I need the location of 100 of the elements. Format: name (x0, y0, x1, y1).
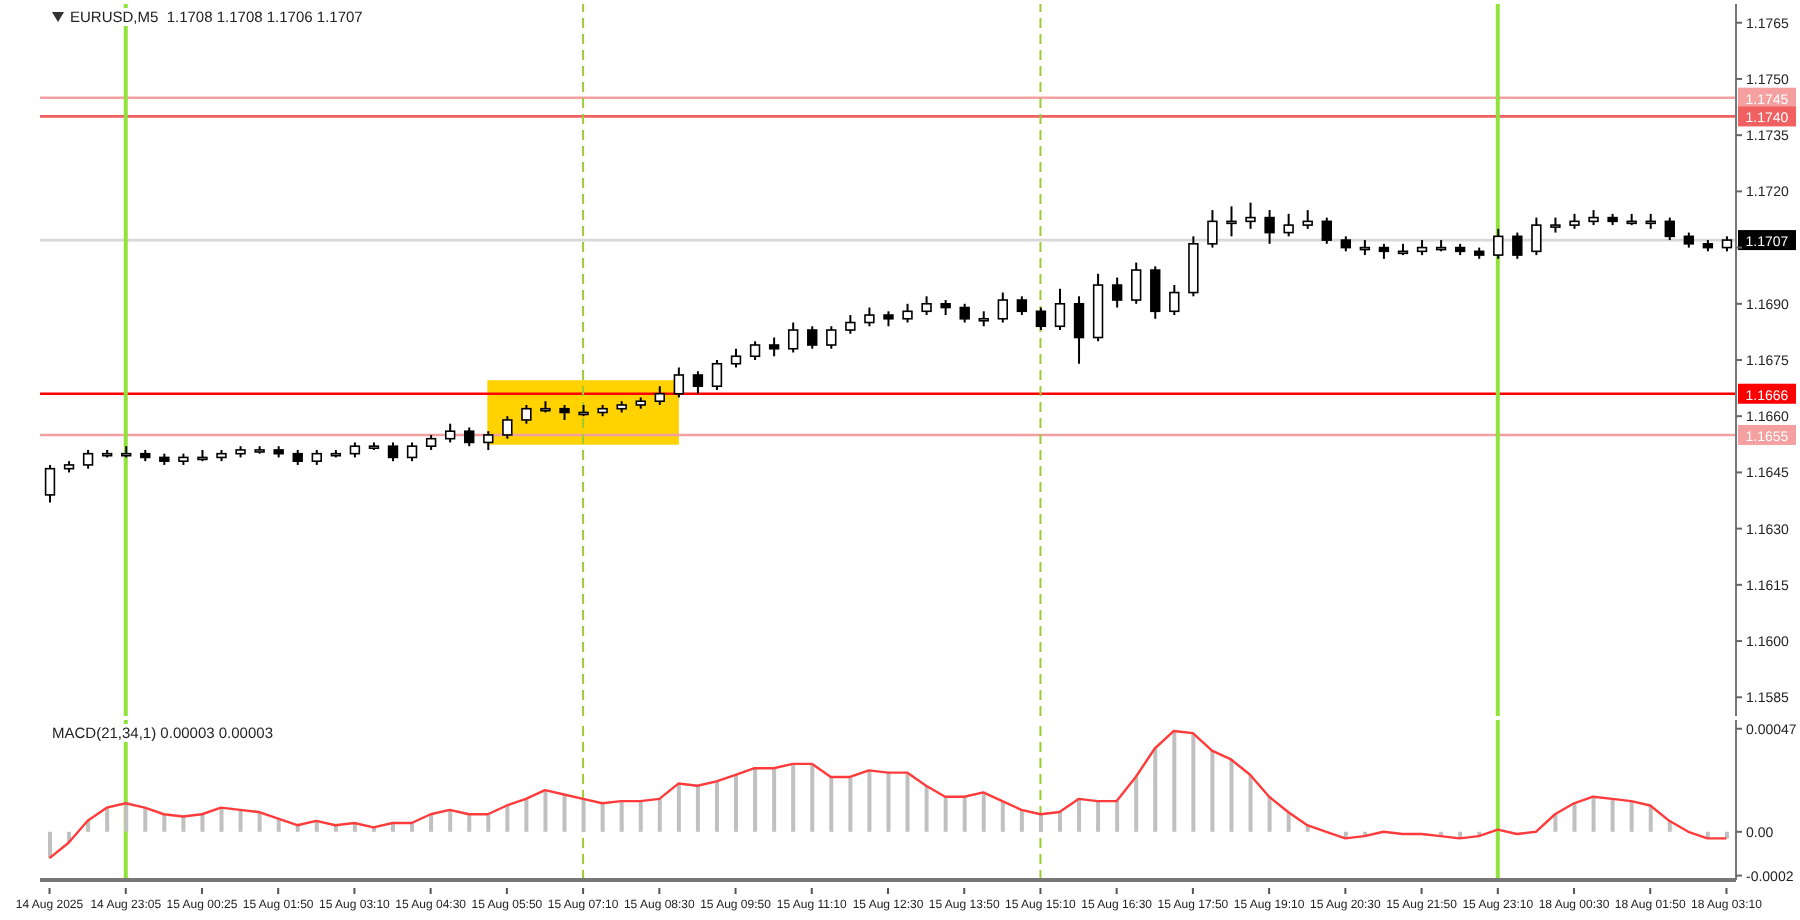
candlestick (483, 430, 494, 451)
bar (905, 772, 910, 832)
candlestick (654, 385, 665, 406)
bar (1591, 796, 1596, 832)
bar (1553, 814, 1558, 832)
bar (181, 816, 186, 832)
candlestick (997, 291, 1009, 324)
bar (581, 798, 586, 832)
bar (981, 792, 986, 832)
candlestick (864, 306, 875, 328)
bar (238, 809, 243, 832)
bar (448, 809, 453, 832)
candlestick (387, 441, 399, 463)
candlestick (1169, 284, 1180, 317)
bar (1210, 750, 1215, 832)
bar (1134, 776, 1139, 832)
bar (1019, 809, 1024, 832)
bar (524, 798, 529, 832)
bar (1038, 814, 1043, 832)
bar (848, 776, 853, 832)
bar (429, 814, 434, 832)
candlestick (768, 336, 780, 358)
bar (638, 801, 643, 832)
candlestick (444, 422, 456, 444)
bar (143, 807, 148, 832)
candlestick (787, 321, 799, 354)
candlestick (1283, 212, 1294, 238)
candlestick (1073, 295, 1085, 365)
candlestick (1111, 276, 1123, 309)
bar (1000, 801, 1005, 832)
candlestick (673, 366, 685, 399)
bar (562, 794, 567, 832)
bar (1153, 748, 1158, 832)
candlestick (902, 302, 913, 324)
bar (1610, 798, 1615, 832)
bar (1648, 805, 1653, 832)
candlestick (1531, 216, 1542, 257)
bar (1629, 801, 1634, 832)
candlestick (1207, 209, 1218, 249)
bar (600, 803, 605, 832)
bar (962, 796, 967, 832)
bar (734, 774, 739, 832)
candlestick (749, 340, 761, 361)
bar (1172, 730, 1177, 832)
candlestick (730, 347, 742, 369)
bar (410, 823, 415, 832)
candlestick (845, 314, 856, 335)
bar (162, 814, 167, 832)
bar (695, 785, 700, 832)
candlestick (1664, 216, 1675, 242)
bar (505, 805, 510, 832)
bar (867, 770, 872, 832)
bar (200, 814, 205, 832)
bar (1267, 796, 1272, 832)
candlestick (1150, 265, 1161, 320)
candlestick (1302, 209, 1313, 230)
bar (943, 796, 948, 832)
candlestick (44, 463, 56, 504)
bar (924, 785, 929, 832)
bar (48, 831, 52, 859)
bar (1096, 801, 1101, 832)
candlestick (1264, 209, 1275, 245)
candlestick (711, 359, 723, 391)
candlestick (959, 302, 970, 324)
bar (1248, 774, 1253, 832)
bar (105, 807, 110, 832)
bar (1077, 798, 1082, 832)
candlestick (464, 426, 475, 448)
bar (543, 790, 548, 832)
bar (1115, 801, 1120, 832)
bar (219, 807, 224, 832)
bar (257, 812, 262, 832)
bar (657, 798, 662, 832)
bar (1572, 803, 1577, 832)
candlestick (1245, 201, 1256, 230)
bar (676, 783, 681, 832)
bar (619, 801, 624, 832)
bar (886, 772, 891, 832)
bar (753, 768, 758, 832)
bar (810, 763, 815, 832)
candlestick (1321, 216, 1332, 245)
candlestick (1035, 306, 1047, 332)
bar (486, 814, 491, 832)
candlestick (521, 403, 532, 425)
bar (467, 814, 472, 832)
candlestick (502, 415, 513, 440)
candlestick (1226, 205, 1237, 238)
candlestick (1131, 261, 1142, 305)
candlestick (826, 325, 837, 350)
candlestick (807, 325, 818, 350)
candlestick (1054, 287, 1066, 332)
candlestick (1016, 295, 1028, 317)
bar (714, 781, 719, 832)
candlestick (1493, 227, 1504, 260)
candlestick (82, 448, 94, 470)
bar (772, 768, 777, 832)
bar (1191, 733, 1196, 832)
candlestick (692, 370, 704, 395)
bar (791, 763, 796, 832)
bar (829, 776, 834, 832)
